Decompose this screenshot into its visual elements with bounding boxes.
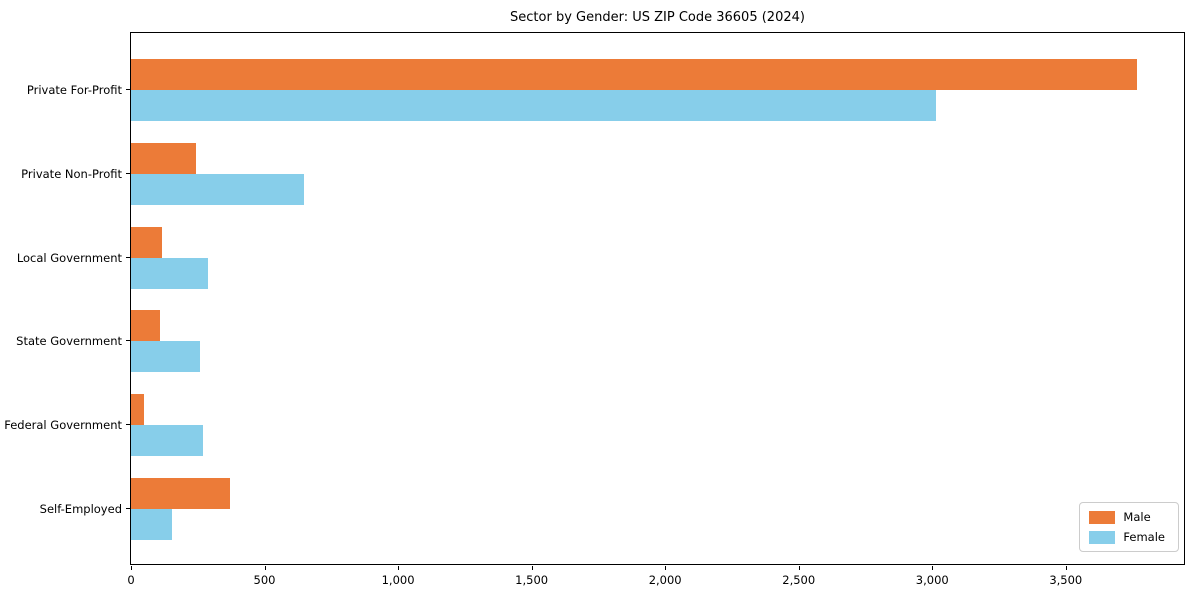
- legend-swatch-female: [1089, 530, 1116, 544]
- y-label-federal-government: Federal Government: [4, 418, 122, 433]
- x-label-2000: 2,000: [648, 573, 682, 587]
- bar-male-private-for-profit: [131, 59, 1137, 90]
- x-label-1000: 1,000: [381, 573, 415, 587]
- bar-female-private-non-profit: [131, 173, 304, 205]
- y-label-state-government: State Government: [16, 334, 122, 349]
- x-label-1500: 1,500: [515, 573, 549, 587]
- x-label-2500: 2,500: [782, 573, 816, 587]
- plot-area: Male Female Private For-Profit Private Non…: [4, 32, 1185, 587]
- y-label-private-non-profit: Private Non-Profit: [21, 166, 122, 181]
- x-tick-0: [131, 566, 132, 570]
- x-label-500: 500: [253, 573, 276, 587]
- bar-female-state-government: [131, 341, 200, 373]
- bar-female-self-employed: [131, 509, 172, 540]
- legend-label-male: Male: [1123, 510, 1151, 524]
- x-tick-1000: [398, 566, 400, 570]
- x-tick-2000: [665, 566, 667, 570]
- y-label-local-government: Local Government: [16, 250, 122, 265]
- bar-male-local-government: [131, 226, 162, 258]
- x-label-0: 0: [127, 573, 135, 587]
- x-tick-3000: [932, 566, 934, 570]
- legend-label-female: Female: [1123, 530, 1165, 544]
- y-tick-local-government: [126, 256, 130, 258]
- x-label-3000: 3,000: [915, 573, 949, 587]
- bar-female-local-government: [131, 257, 209, 289]
- bar-male-federal-government: [131, 394, 145, 426]
- legend: Male Female: [1079, 502, 1179, 552]
- y-tick-private-non-profit: [126, 172, 130, 174]
- bar-female-private-for-profit: [131, 90, 937, 121]
- x-tick-1500: [531, 566, 533, 570]
- legend-item-female: Female: [1089, 530, 1169, 544]
- y-tick-self-employed: [126, 508, 130, 509]
- bar-male-self-employed: [131, 478, 230, 509]
- legend-item-male: Male: [1089, 510, 1169, 524]
- x-tick-500: [264, 566, 266, 570]
- y-tick-private-for-profit: [126, 89, 130, 90]
- x-tick-3500: [1065, 566, 1067, 570]
- y-label-private-for-profit: Private For-Profit: [26, 83, 122, 97]
- legend-swatch-male: [1089, 510, 1116, 524]
- x-label-3500: 3,500: [1049, 573, 1083, 587]
- chart-title: Sector by Gender: US ZIP Code 36605 (202…: [510, 10, 805, 25]
- bar-female-federal-government: [131, 425, 203, 457]
- y-tick-state-government: [126, 340, 130, 342]
- y-tick-federal-government: [126, 424, 130, 426]
- bar-male-state-government: [131, 310, 161, 342]
- x-tick-2500: [798, 566, 800, 570]
- y-label-self-employed: Self-Employed: [39, 502, 122, 516]
- bar-male-private-non-profit: [131, 142, 196, 174]
